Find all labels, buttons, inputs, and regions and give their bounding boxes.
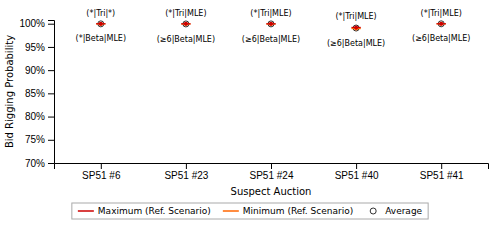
y-tick: 100% [19, 18, 54, 29]
marks [96, 21, 446, 31]
x-tick-label: SP51 #24 [250, 170, 294, 181]
y-tick: 80% [25, 111, 54, 122]
y-tick-label: 90% [25, 65, 45, 76]
y-tick-label: 85% [25, 88, 45, 99]
annotation-top: (*|Tri|MLE) [421, 9, 462, 18]
annotations: (*|Tri|*) (*|Tri|MLE) (*|Tri|MLE) (*|Tri|ML… [76, 9, 471, 48]
legend-swatch [370, 208, 376, 214]
series [98, 21, 444, 31]
y-tick-mark [48, 93, 54, 94]
dash [351, 27, 360, 28]
x-tick-mark [441, 163, 442, 169]
x-axis-title: Suspect Auction [231, 186, 312, 197]
legend-label: Maximum (Ref. Scenario) [98, 206, 211, 216]
series [96, 22, 446, 30]
y-tick-mark [48, 24, 54, 25]
x-tick-mark [271, 163, 272, 169]
x-tick-label: SP51 #40 [335, 170, 379, 181]
x-axis-line [55, 164, 489, 170]
x-tick: SP51 #40 [335, 163, 379, 181]
x-tick: SP51 #23 [164, 163, 208, 181]
annotation-bottom: (≥6|Beta|MLE) [412, 34, 470, 43]
y-tick-mark [48, 47, 54, 48]
y-tick-mark [48, 117, 54, 118]
annotation-bottom: (≥6|Beta|MLE) [157, 35, 215, 44]
y-tick-label: 70% [25, 158, 45, 169]
x-tick-mark [101, 163, 102, 169]
legend-swatch [223, 210, 239, 212]
y-tick-label: 75% [25, 134, 45, 145]
legend-label: Average [385, 206, 422, 216]
chart: 70%75%80%85%90%95%100%SP51 #6SP51 #23SP5… [0, 0, 500, 225]
legend: Maximum (Ref. Scenario) Minimum (Ref. Sce… [72, 203, 428, 219]
legend-frame [72, 203, 428, 219]
y-tick-mark [48, 70, 54, 71]
y-axis-title: Bid Rigging Probability [4, 35, 15, 148]
y-tick-label: 100% [19, 18, 45, 29]
x-tick-mark [186, 163, 187, 169]
y-tick: 90% [25, 65, 54, 76]
x-tick-label: SP51 #23 [164, 170, 208, 181]
series [96, 22, 446, 31]
x-axis: SP51 #6 SP51 #23 SP51 #24 SP51 #40 SP51 #41 [55, 163, 489, 181]
annotation-bottom: (≥6|Beta|MLE) [242, 35, 300, 44]
x-tick: SP51 #6 [82, 163, 121, 181]
dash [437, 23, 446, 24]
y-axis-line [48, 21, 55, 164]
legend-swatch [78, 210, 94, 212]
legend-item: Average [370, 206, 422, 216]
x-tick: SP51 #41 [420, 163, 464, 181]
y-tick-label: 80% [25, 111, 45, 122]
annotation-top: (*|Tri|MLE) [250, 9, 291, 18]
annotation-top: (*|Tri|MLE) [335, 12, 376, 21]
y-axis: 70% 75% 80% 85% 90% 95% 100% [19, 18, 54, 168]
legend-item: Maximum (Ref. Scenario) [78, 206, 211, 216]
dash [266, 23, 275, 24]
annotation-top: (*|Tri|MLE) [165, 9, 206, 18]
annotation-bottom: (*|Beta|MLE) [76, 34, 127, 43]
y-tick: 70% [25, 158, 54, 169]
legend-label: Minimum (Ref. Scenario) [243, 206, 353, 216]
y-tick: 85% [25, 88, 54, 99]
y-tick: 95% [25, 42, 54, 53]
y-tick: 75% [25, 134, 54, 145]
x-tick-label: SP51 #6 [82, 170, 121, 181]
y-tick-mark [48, 163, 54, 164]
x-tick: SP51 #24 [250, 163, 294, 181]
x-tick-mark [356, 163, 357, 169]
y-tick-label: 95% [25, 42, 45, 53]
legend-item: Minimum (Ref. Scenario) [223, 206, 353, 216]
x-tick-label: SP51 #41 [420, 170, 464, 181]
annotation-top: (*|Tri|*) [86, 9, 115, 18]
y-tick-mark [48, 140, 54, 141]
dash [96, 23, 105, 24]
dash [181, 23, 190, 24]
dash [437, 23, 446, 24]
annotation-bottom: (≥6|Beta|MLE) [327, 39, 385, 48]
dash [96, 23, 105, 24]
